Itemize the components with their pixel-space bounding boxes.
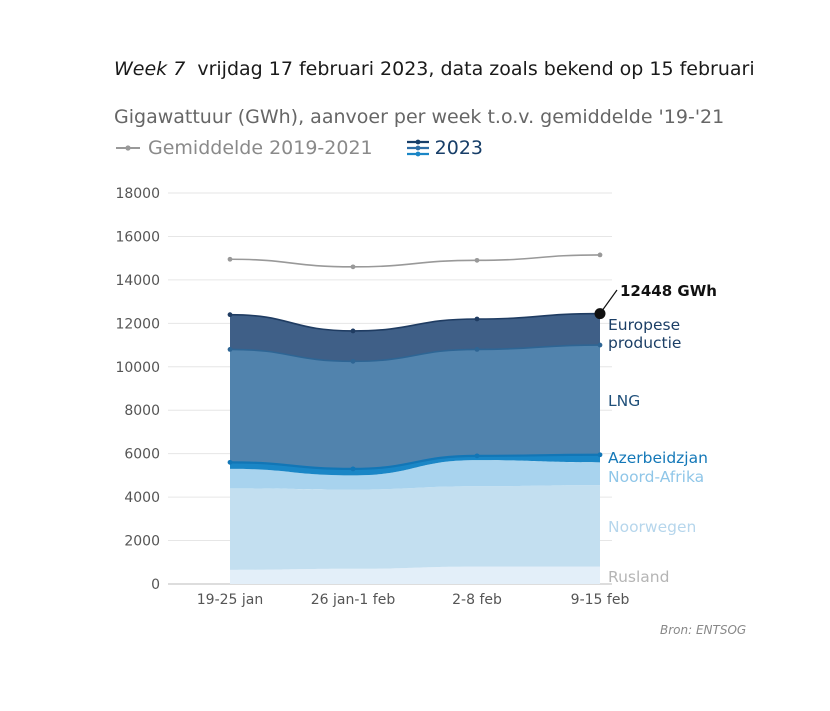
legend-item-2023: 2023 [405, 137, 483, 159]
series-label-lng: LNG [608, 392, 640, 410]
data-point [227, 459, 233, 465]
data-point [227, 347, 233, 352]
average-point [597, 252, 603, 258]
data-point [597, 452, 603, 458]
legend: Gemiddelde 2019-2021 2023 [114, 137, 515, 159]
series-label-rusland: Rusland [608, 568, 669, 586]
legend-item-average: Gemiddelde 2019-2021 [114, 137, 373, 159]
date-text: vrijdag 17 februari 2023, data zoals bek… [197, 58, 755, 80]
series-label-azerbeidzjan: Azerbeidzjan [608, 449, 708, 467]
area-noord-afrika [230, 460, 600, 490]
y-tick-label: 8000 [124, 403, 160, 419]
legend-average-line-icon [116, 145, 140, 151]
average-line [229, 254, 601, 268]
y-tick-label: 4000 [124, 490, 160, 506]
line-layer [227, 252, 603, 472]
data-point [350, 358, 356, 364]
label-layer: Rusland Noorwegen Noord-AfrikaAzerbeidzjan… [594, 282, 717, 586]
series-label-noorwegen: Noorwegen [608, 518, 696, 536]
x-tick-label: 9-15 feb [571, 592, 630, 608]
data-point [474, 347, 480, 352]
y-tick-label: 14000 [115, 273, 160, 289]
area-noorwegen [230, 485, 600, 570]
legend-2023-lines-icon [406, 139, 429, 157]
data-point [597, 342, 603, 348]
chart-header: Week 7 vrijdag 17 februari 2023, data zo… [114, 58, 755, 80]
data-point [474, 453, 480, 459]
area-lng [230, 345, 600, 469]
series-label-noord-afrika: Noord-Afrika [608, 468, 704, 486]
area-europese-productie [230, 313, 600, 362]
x-tick-label: 19-25 jan [197, 592, 263, 608]
average-point [474, 257, 480, 263]
series-label-europese-productie-line2: productie [608, 334, 681, 352]
y-tick-label: 2000 [124, 534, 160, 550]
area-rusland [230, 566, 600, 584]
legend-2023-label: 2023 [434, 137, 484, 159]
y-tick-label: 6000 [124, 447, 160, 463]
total-marker [594, 308, 606, 320]
y-tick-label: 18000 [115, 186, 160, 202]
area-azerbeidzjan [230, 454, 600, 476]
series-line [229, 453, 601, 470]
average-point [350, 264, 356, 270]
legend-average-label: Gemiddelde 2019-2021 [148, 137, 373, 159]
series-line [229, 312, 601, 332]
y-tick-label: 16000 [115, 229, 160, 245]
y-tick-label: 10000 [115, 360, 160, 376]
area-layer [230, 313, 600, 584]
chart-subtitle: Gigawattuur (GWh), aanvoer per week t.o.… [114, 106, 725, 128]
average-point [227, 256, 233, 262]
source-note: Bron: ENTSOG [660, 623, 747, 637]
y-tick-label: 0 [151, 577, 160, 593]
x-tick-label: 2-8 feb [452, 592, 502, 608]
data-point [227, 312, 233, 318]
data-point [350, 466, 356, 472]
series-line [229, 344, 601, 363]
total-annotation: 12448 GWh [620, 282, 717, 300]
week-label: Week 7 [114, 58, 186, 80]
data-point [350, 328, 356, 334]
data-point [474, 316, 480, 322]
series-label-europese-productie-line1: Europese [608, 316, 680, 334]
x-tick-label: 26 jan-1 feb [311, 592, 396, 608]
y-tick-label: 12000 [115, 316, 160, 332]
